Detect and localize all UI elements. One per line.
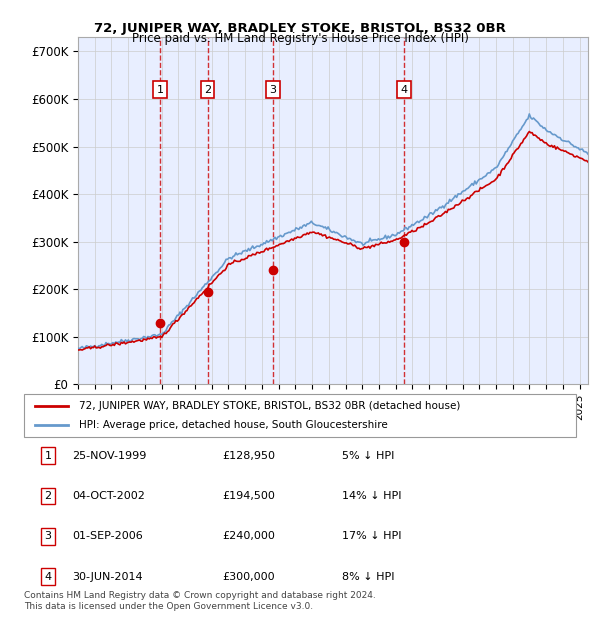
Text: 01-SEP-2006: 01-SEP-2006 [72,531,143,541]
Text: 3: 3 [44,531,52,541]
Text: 8% ↓ HPI: 8% ↓ HPI [342,572,395,582]
Text: Contains HM Land Registry data © Crown copyright and database right 2024.
This d: Contains HM Land Registry data © Crown c… [24,591,376,611]
Text: HPI: Average price, detached house, South Gloucestershire: HPI: Average price, detached house, Sout… [79,420,388,430]
Text: 25-NOV-1999: 25-NOV-1999 [72,451,146,461]
Text: £128,950: £128,950 [222,451,275,461]
Text: 1: 1 [157,84,163,94]
Text: 2: 2 [44,491,52,501]
FancyBboxPatch shape [24,394,576,437]
Text: £194,500: £194,500 [222,491,275,501]
Text: £240,000: £240,000 [222,531,275,541]
Text: 30-JUN-2014: 30-JUN-2014 [72,572,143,582]
Text: 04-OCT-2002: 04-OCT-2002 [72,491,145,501]
Text: 2: 2 [204,84,211,94]
Text: £300,000: £300,000 [222,572,275,582]
Text: 5% ↓ HPI: 5% ↓ HPI [342,451,394,461]
Text: 14% ↓ HPI: 14% ↓ HPI [342,491,401,501]
Text: 72, JUNIPER WAY, BRADLEY STOKE, BRISTOL, BS32 0BR: 72, JUNIPER WAY, BRADLEY STOKE, BRISTOL,… [94,22,506,35]
Text: 1: 1 [44,451,52,461]
Text: 72, JUNIPER WAY, BRADLEY STOKE, BRISTOL, BS32 0BR (detached house): 72, JUNIPER WAY, BRADLEY STOKE, BRISTOL,… [79,401,461,411]
Text: 4: 4 [401,84,407,94]
Text: 4: 4 [44,572,52,582]
Text: Price paid vs. HM Land Registry's House Price Index (HPI): Price paid vs. HM Land Registry's House … [131,32,469,45]
Text: 17% ↓ HPI: 17% ↓ HPI [342,531,401,541]
Text: 3: 3 [269,84,277,94]
